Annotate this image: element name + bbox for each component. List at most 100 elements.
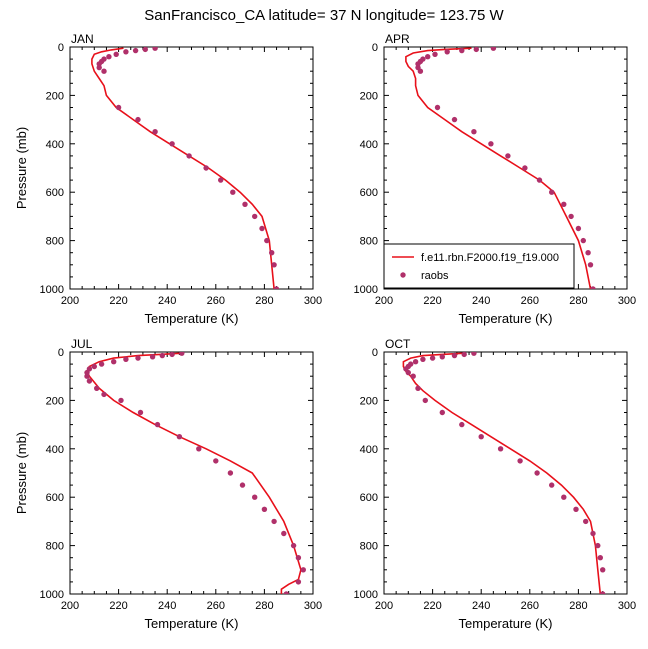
x-tick-label: 260	[207, 295, 225, 307]
figure-title: SanFrancisco_CA latitude= 37 N longitude…	[144, 7, 504, 24]
y-tick-label: 200	[360, 395, 378, 407]
raobs-point	[96, 61, 102, 67]
raobs-point	[439, 354, 445, 360]
raobs-point	[439, 409, 445, 416]
raobs-point	[242, 201, 248, 207]
x-tick-label: 280	[569, 600, 587, 612]
raobs-point	[252, 494, 258, 500]
raobs-point	[549, 482, 555, 488]
raobs-point	[106, 54, 112, 60]
raobs-point	[295, 555, 302, 561]
raobs-point	[585, 250, 591, 256]
y-tick-label: 0	[372, 42, 378, 54]
model-line	[86, 352, 302, 594]
raobs-point	[203, 165, 209, 171]
raobs-point	[135, 116, 141, 123]
raobs-point	[590, 530, 596, 537]
raobs-point	[101, 391, 107, 398]
raobs-point	[522, 165, 528, 171]
plot-frame	[69, 46, 314, 290]
raobs-point	[290, 542, 297, 549]
raobs-point	[415, 385, 421, 391]
raobs-point	[412, 359, 419, 365]
raobs-point	[415, 61, 421, 67]
raobs-point	[123, 49, 129, 55]
x-tick-label: 260	[521, 600, 539, 612]
raobs-point	[152, 129, 158, 135]
raobs-point	[536, 177, 543, 183]
y-tick-label: 0	[58, 347, 64, 359]
x-tick-label: 240	[472, 295, 490, 307]
panel-jan: 200 220 240 260 280 300 0 200 400 600 800 1000 JAN Te…	[14, 32, 322, 326]
raobs-point	[271, 262, 277, 268]
panel-title: OCT	[385, 337, 411, 351]
panel-title: JAN	[71, 32, 94, 46]
raobs-point	[230, 189, 236, 195]
plot-area	[91, 47, 280, 289]
y-tick-label: 0	[372, 347, 378, 359]
y-tick-label: 200	[46, 395, 64, 407]
model-line	[405, 47, 592, 289]
raobs-point	[583, 518, 589, 525]
x-tick-label: 300	[304, 295, 322, 307]
y-axis-title: Pressure (mb)	[14, 127, 29, 209]
raobs-point	[410, 373, 416, 379]
raobs-point	[154, 421, 161, 428]
raobs-point	[490, 47, 497, 51]
raobs-point	[135, 355, 141, 361]
raobs-point	[471, 352, 477, 356]
y-tick-label: 400	[46, 444, 64, 456]
raobs-point	[420, 356, 426, 362]
panel-title: APR	[385, 32, 410, 46]
raobs-point	[91, 363, 98, 370]
model-line	[91, 47, 275, 289]
raobs-point	[568, 213, 574, 220]
raobs-point	[488, 141, 494, 147]
raobs-point	[497, 446, 504, 452]
y-tick-label: 800	[46, 236, 64, 248]
raobs-point	[94, 385, 100, 391]
x-axis-title: Temperature (K)	[459, 616, 553, 631]
raobs-point	[213, 458, 219, 464]
raobs-point	[132, 47, 139, 54]
raobs-point	[176, 434, 183, 440]
raobs-point	[264, 237, 270, 244]
raobs-point	[115, 104, 122, 111]
legend-box	[383, 243, 575, 289]
raobs-point	[123, 356, 129, 362]
x-tick-label: 260	[207, 600, 225, 612]
raobs-point	[111, 359, 117, 365]
raobs-point	[575, 225, 582, 232]
raobs-point	[261, 506, 268, 512]
x-axis-title: Temperature (K)	[145, 616, 239, 631]
raobs-point	[478, 434, 484, 440]
raobs-point	[227, 470, 234, 476]
model-line	[402, 352, 602, 594]
raobs-point	[295, 579, 302, 585]
raobs-point	[600, 591, 606, 594]
y-tick-label: 1000	[354, 589, 378, 601]
panel-oct: 200 220 240 260 280 300 0 200 400 600 800 1000 OCT Te…	[354, 337, 637, 631]
x-tick-label: 200	[375, 600, 393, 612]
x-tick-label: 280	[255, 295, 273, 307]
raobs-point	[517, 458, 523, 464]
raobs-point	[300, 567, 306, 573]
legend-obs-label: raobs	[421, 270, 449, 282]
raobs-point	[273, 286, 280, 289]
x-tick-label: 200	[375, 295, 393, 307]
raobs-point	[259, 225, 265, 232]
y-tick-label: 200	[46, 90, 64, 102]
raobs-point	[434, 104, 441, 111]
raobs-point	[149, 354, 156, 360]
raobs-point	[281, 530, 287, 537]
raobs-point	[587, 262, 594, 268]
raobs-point	[405, 369, 411, 376]
raobs-point	[283, 591, 289, 594]
panels: 200 220 240 260 280 300 0 200 400 600 800 1000 JAN Te…	[14, 32, 636, 631]
x-axis-title: Temperature (K)	[145, 311, 239, 326]
raobs-point	[561, 201, 567, 207]
x-tick-label: 240	[158, 600, 176, 612]
legend-model-label: f.e11.rbn.F2000.f19_f19.000	[421, 252, 559, 264]
y-axis-title: Pressure (mb)	[14, 432, 29, 514]
raobs-point	[159, 352, 165, 359]
